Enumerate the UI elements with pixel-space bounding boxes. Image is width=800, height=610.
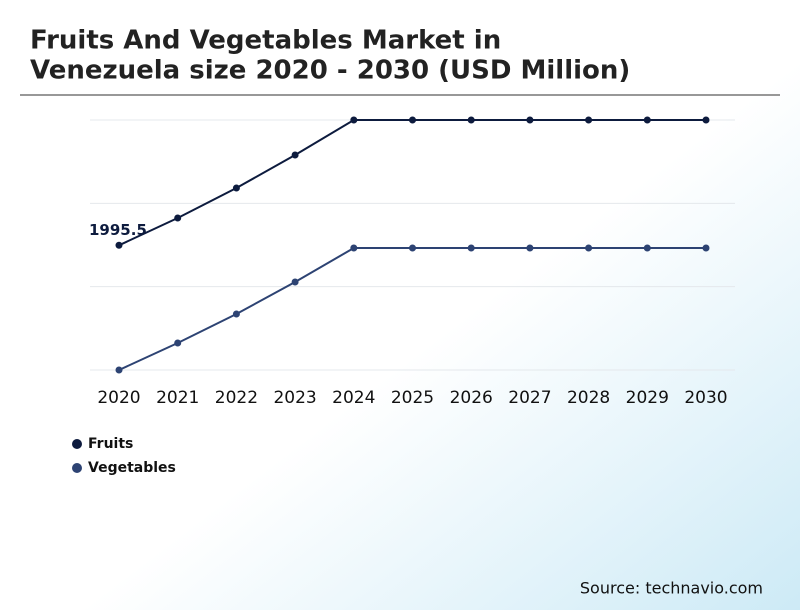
point (291, 151, 299, 159)
point (350, 244, 358, 252)
x-tick-label: 2027 (508, 388, 551, 408)
chart-title: Venezuela size 2020 - 2030 (USD Million) (30, 56, 630, 86)
x-tick-label: 2023 (273, 388, 316, 408)
legend-label: Vegetables (88, 460, 176, 476)
legend-swatch (72, 439, 82, 449)
point (467, 116, 475, 124)
chart-title: Fruits And Vegetables Market in (30, 26, 501, 56)
point (115, 366, 123, 374)
x-tick-label: 2030 (684, 388, 727, 408)
point (702, 116, 710, 124)
x-tick-label: 2029 (626, 388, 669, 408)
x-tick-label: 2026 (450, 388, 493, 408)
x-tick-label: 2028 (567, 388, 610, 408)
x-tick-label: 2024 (332, 388, 375, 408)
source: Source: technavio.com (580, 579, 763, 598)
point (232, 310, 240, 318)
x-tick-label: 2025 (391, 388, 434, 408)
point (526, 116, 534, 124)
x-tick-label: 2022 (215, 388, 258, 408)
point (585, 116, 593, 124)
point (409, 244, 416, 252)
point (115, 241, 123, 249)
point (467, 244, 475, 252)
point (174, 214, 182, 222)
legend-swatch (72, 463, 82, 473)
point (291, 278, 299, 286)
point (585, 244, 593, 252)
point (526, 244, 534, 252)
point (232, 184, 240, 192)
point (643, 116, 651, 124)
x-tick-label: 2021 (156, 388, 199, 408)
legend-label: Fruits (88, 436, 133, 452)
point (409, 116, 416, 124)
data-label: 1995.5 (89, 221, 147, 239)
point (350, 116, 358, 124)
point (643, 244, 651, 252)
point (174, 339, 182, 347)
x-tick-label: 2020 (97, 388, 140, 408)
point (702, 244, 710, 252)
